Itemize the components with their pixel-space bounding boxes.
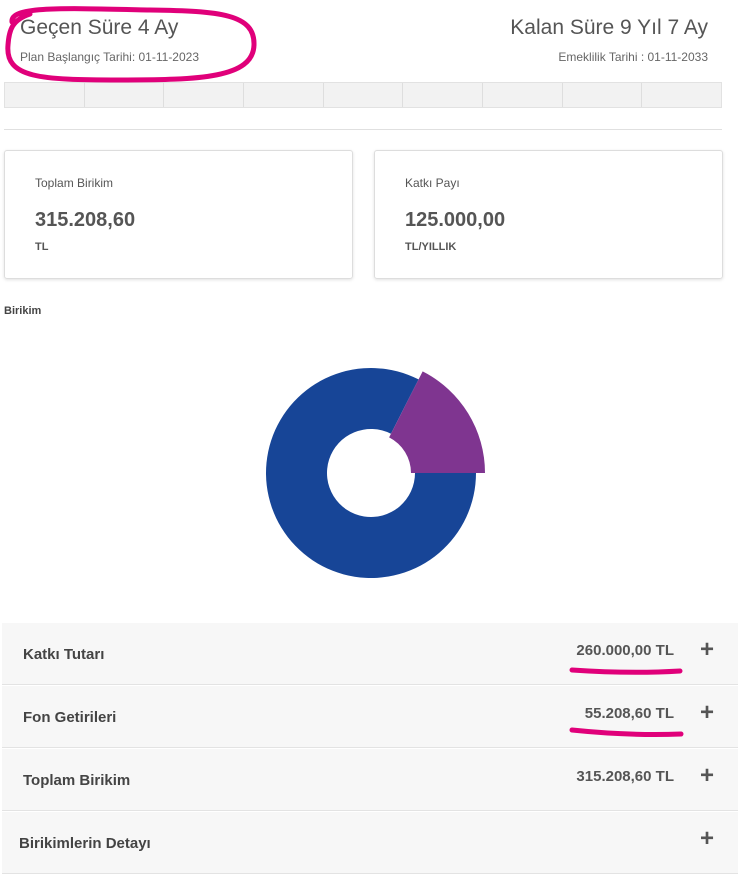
card-label: Toplam Birikim: [35, 176, 114, 190]
row-label: Fon Getirileri: [23, 709, 117, 726]
row-amount: 260.000,00 TL: [576, 642, 674, 659]
row[interactable]: Toplam Birikim 315.208,60 TL +: [2, 749, 738, 811]
row-label: Birikimlerin Detayı: [19, 835, 151, 852]
card: Katkı Payı 125.000,00 TL/YILLIK: [374, 150, 723, 279]
donut-segment: [389, 371, 485, 473]
card-unit: TL: [35, 241, 49, 253]
card-label: Katkı Payı: [405, 176, 460, 190]
donut-segment: [265, 368, 476, 578]
row-label: Toplam Birikim: [23, 772, 131, 789]
row-label: Katkı Tutarı: [23, 646, 105, 663]
row[interactable]: Katkı Tutarı 260.000,00 TL +: [2, 623, 738, 685]
row-amount: 55.208,60 TL: [584, 705, 674, 722]
expand-icon[interactable]: +: [699, 636, 714, 663]
elapsed-time: Geçen Süre 4 Ay: [20, 16, 179, 39]
row[interactable]: Fon Getirileri 55.208,60 TL +: [2, 686, 738, 748]
separator: [4, 129, 722, 130]
row[interactable]: Birikimlerin Detayı +: [2, 812, 738, 874]
row-amount: 315.208,60 TL: [576, 768, 674, 785]
progress-bar: [4, 82, 722, 108]
expand-icon[interactable]: +: [699, 699, 714, 726]
chart-title: Birikim: [4, 305, 42, 317]
expand-icon[interactable]: +: [699, 825, 714, 852]
card-unit: TL/YILLIK: [405, 241, 457, 253]
start-date: Plan Başlangıç Tarihi: 01-11-2023: [20, 50, 200, 64]
card: Toplam Birikim 315.208,60 TL: [4, 150, 353, 279]
card-value: 125.000,00: [405, 209, 506, 231]
donut-chart: [265, 368, 485, 578]
expand-icon[interactable]: +: [699, 762, 714, 789]
remaining-time: Kalan Süre 9 Yıl 7 Ay: [510, 16, 708, 39]
card-value: 315.208,60: [35, 209, 136, 231]
retirement-date: Emeklilik Tarihi : 01-11-2033: [558, 50, 708, 64]
